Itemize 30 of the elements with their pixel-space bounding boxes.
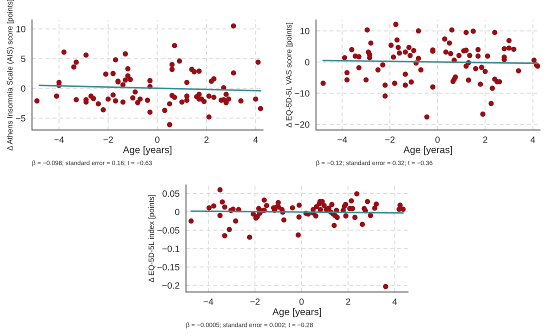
- y-tick-label: −0.05: [157, 227, 180, 234]
- x-tick-label: 4: [530, 136, 536, 143]
- y-tick-label: 0.05: [162, 190, 180, 197]
- x-axis-title: Age [yeras]: [403, 146, 452, 156]
- y-tick-label: 0: [305, 59, 310, 66]
- x-axis-title: Age [years]: [122, 146, 172, 156]
- y-tick-label: −0.2: [162, 282, 180, 289]
- x-tick-label: 2: [483, 136, 488, 143]
- x-tick-label: −4: [204, 298, 214, 305]
- x-axis-title: Age [years]: [272, 308, 321, 318]
- y-tick-label: −5: [16, 115, 26, 122]
- x-tick-label: 4: [253, 136, 258, 143]
- x-tick-label: −2: [103, 136, 113, 143]
- y-tick-label: 10: [16, 26, 26, 32]
- x-tick-label: −2: [250, 298, 260, 305]
- x-tick-label: −4: [54, 136, 64, 143]
- x-tick-label: 0: [435, 136, 440, 143]
- y-tick-label: −20: [294, 121, 310, 128]
- y-tick-label: 0: [175, 208, 180, 216]
- x-tick-label: −2: [385, 136, 395, 143]
- x-tick-label: −4: [338, 136, 348, 143]
- y-tick-label: −10: [294, 90, 310, 97]
- y-tick-label: 5: [21, 56, 26, 62]
- y-tick-label: −0.1: [162, 246, 180, 252]
- x-tick-label: 2: [346, 298, 350, 305]
- y-tick-label: 0: [21, 85, 26, 92]
- x-tick-label: 4: [392, 298, 397, 305]
- x-tick-label: 2: [204, 136, 209, 143]
- y-tick-label: 10: [300, 28, 310, 34]
- y-tick-label: −0.15: [157, 264, 180, 270]
